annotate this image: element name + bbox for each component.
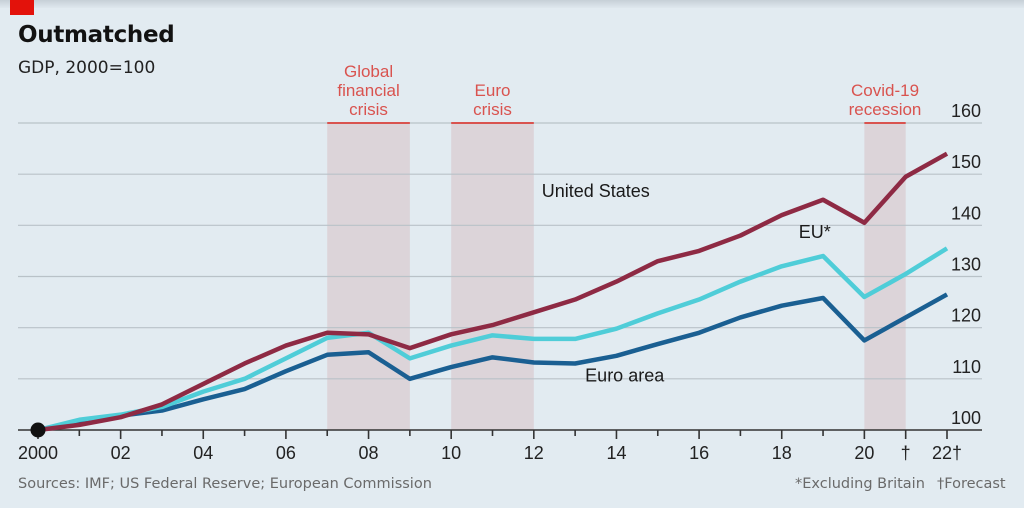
shaded-period-label-0: crisis: [349, 100, 388, 119]
x-tick-label: †: [901, 443, 911, 463]
x-tick-label: 16: [689, 443, 709, 463]
y-tick-label: 110: [952, 357, 981, 377]
x-tick-label: 18: [772, 443, 792, 463]
base-point-marker: [30, 422, 46, 438]
series-label-us: United States: [542, 181, 650, 201]
x-tick-label: 2000: [18, 443, 58, 463]
chart-title: Outmatched: [18, 22, 175, 48]
series-label-euro-area: Euro area: [585, 365, 665, 385]
y-axis-labels: 100 110 120 130 140 150 160: [951, 101, 981, 428]
shaded-period-label-0: financial: [337, 81, 399, 100]
x-tick-label: 02: [111, 443, 131, 463]
x-tick-label: 20: [854, 443, 874, 463]
shaded-period-label-0: Global: [344, 62, 393, 81]
shaded-period-label-1: crisis: [473, 100, 512, 119]
x-tick-label: 04: [193, 443, 213, 463]
x-tick-label: 06: [276, 443, 296, 463]
shaded-period-label-2: Covid-19: [851, 81, 919, 100]
y-tick-label: 140: [951, 203, 981, 223]
x-tick-label: 22†: [932, 443, 962, 463]
x-tick-label: 10: [441, 443, 461, 463]
x-axis: 2000 02 04 06 08 10 12 14 16 18 20 † 22†: [18, 429, 982, 463]
y-tick-label: 100: [951, 408, 981, 428]
x-tick-label: 12: [524, 443, 544, 463]
forecast-footnote: †Forecast: [937, 476, 1006, 492]
brand-red-tag: [10, 0, 34, 15]
chart-subtitle: GDP, 2000=100: [18, 58, 156, 78]
series-labels: United States EU* Euro area: [542, 181, 831, 385]
series-line-eu: [37, 246, 949, 433]
series-line-euro-area: [37, 292, 949, 433]
x-tick-label: 08: [359, 443, 379, 463]
eu-footnote: *Excluding Britain: [795, 476, 925, 492]
base-marker: [30, 422, 46, 438]
x-tick-label: 14: [606, 443, 626, 463]
shaded-period-label-1: Euro: [475, 81, 511, 100]
series-lines: [37, 151, 949, 433]
top-bar: [0, 0, 1024, 8]
shaded-period-labels: GlobalfinancialcrisisEurocrisisCovid-19r…: [327, 62, 922, 124]
y-tick-label: 150: [951, 152, 981, 172]
y-tick-label: 160: [951, 101, 981, 121]
source-note: Sources: IMF; US Federal Reserve; Europe…: [18, 476, 432, 492]
y-tick-label: 120: [951, 306, 981, 326]
series-line-us: [37, 151, 949, 433]
y-tick-label: 130: [951, 255, 981, 275]
series-label-eu: EU*: [799, 222, 831, 242]
shaded-period-label-2: recession: [849, 100, 922, 119]
